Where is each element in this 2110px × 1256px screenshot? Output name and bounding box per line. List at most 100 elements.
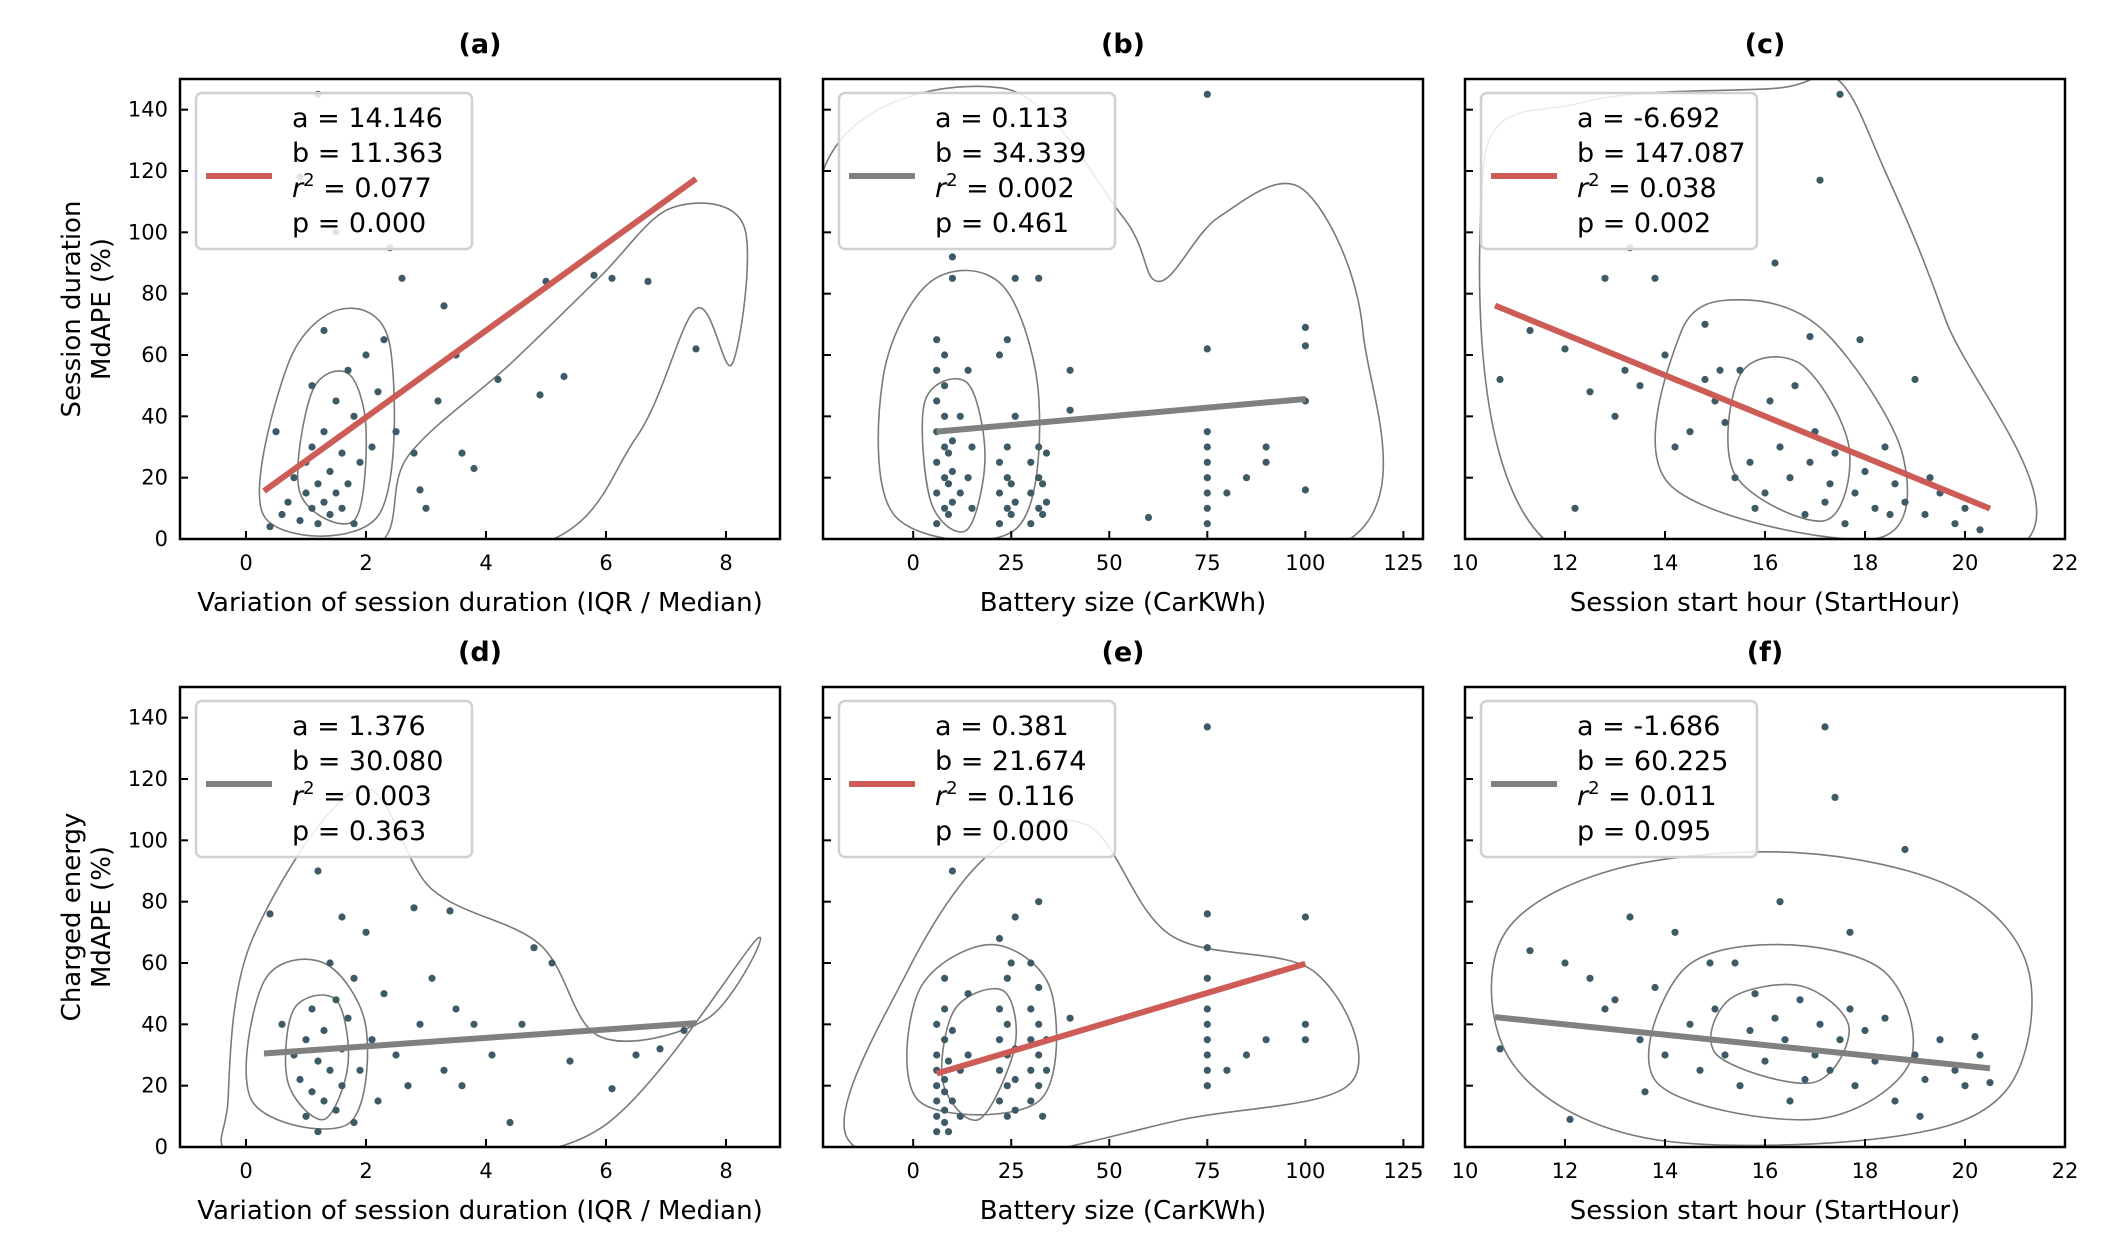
data-point: [995, 1036, 1004, 1044]
data-point: [941, 1036, 949, 1044]
data-point: [1027, 1066, 1035, 1074]
legend-p-value: p = 0.000: [292, 208, 426, 239]
x-tick-label: 100: [1285, 1159, 1325, 1183]
data-point: [1003, 474, 1011, 482]
x-axis-label: Session start hour (StartHour): [1570, 588, 1961, 618]
data-point: [1035, 474, 1043, 482]
data-point: [1042, 498, 1051, 506]
regression-line: [1493, 302, 1992, 512]
data-point: [1203, 1036, 1211, 1044]
data-point: [608, 274, 616, 282]
legend-box: [837, 91, 1117, 251]
contour-line: [382, 202, 749, 539]
data-point: [1039, 480, 1047, 488]
data-point: [933, 520, 941, 528]
data-point: [314, 520, 322, 528]
x-tick-label: 100: [1285, 551, 1325, 575]
data-point: [1861, 467, 1869, 476]
contour-line: [843, 819, 1360, 1147]
panel-e: (e) 0 25 50 75 100 125 Battery size (CarKWh) a =…: [821, 637, 1425, 1226]
data-point: [590, 271, 598, 279]
data-point: [1686, 1020, 1694, 1028]
regression-line: [262, 176, 698, 494]
data-point: [1751, 990, 1759, 998]
data-point: [332, 489, 340, 497]
data-point: [1027, 1097, 1035, 1105]
data-point: [1611, 996, 1619, 1004]
data-point: [1039, 510, 1047, 519]
regression-line: [1494, 1014, 1991, 1072]
data-point: [1027, 458, 1035, 466]
legend-intercept: b = 30.080: [292, 746, 443, 777]
data-point: [422, 504, 430, 512]
data-point: [338, 1082, 346, 1090]
x-tick-label: 2: [359, 1159, 372, 1183]
panel-c: (c) 10 12 14 16 18 20 22 Session start hour (Sta…: [1452, 29, 2079, 618]
data-point: [1203, 1020, 1211, 1028]
data-point: [1203, 974, 1211, 982]
panel-title: (d): [458, 637, 502, 668]
data-point: [1891, 480, 1899, 488]
data-point: [1203, 910, 1211, 918]
data-point: [995, 351, 1004, 359]
data-point: [1731, 959, 1739, 967]
data-point: [320, 1026, 328, 1035]
data-point: [1911, 375, 1919, 384]
data-point: [1961, 1082, 1969, 1090]
x-tick-label: 22: [2052, 1159, 2079, 1183]
y-tick-label: 20: [141, 466, 168, 490]
x-tick-label: 8: [719, 1159, 732, 1183]
y-tick-label: 80: [141, 282, 168, 306]
data-point: [1761, 489, 1769, 497]
data-point: [320, 428, 328, 436]
axes-frame: [821, 685, 1425, 1149]
data-point: [1203, 90, 1211, 98]
data-point: [338, 449, 346, 457]
data-point: [964, 366, 972, 374]
data-point: [941, 1075, 949, 1084]
x-tick-label: 10: [1452, 1159, 1479, 1183]
data-point: [392, 1051, 400, 1059]
data-point: [1781, 1036, 1789, 1044]
data-point: [956, 1112, 964, 1120]
data-point: [948, 1097, 956, 1105]
data-point: [1003, 504, 1011, 512]
y-tick-label: 0: [155, 1135, 168, 1159]
data-point: [296, 1075, 304, 1084]
data-point: [320, 1097, 328, 1105]
data-point: [933, 458, 941, 466]
data-point: [1986, 1079, 1994, 1087]
data-point: [1011, 274, 1019, 282]
data-point: [362, 928, 370, 936]
data-point: [1027, 520, 1035, 528]
y-tick-label: 40: [141, 404, 168, 428]
data-point: [1203, 944, 1211, 952]
data-point: [948, 253, 956, 261]
data-point: [470, 1020, 478, 1028]
legend-r-squared: r2 = 0.011: [1577, 778, 1717, 812]
data-point: [404, 1082, 412, 1090]
data-point: [356, 458, 364, 466]
contour-line: [245, 958, 369, 1130]
x-tick-label: 6: [599, 551, 612, 575]
data-point: [380, 336, 388, 344]
legend-intercept: b = 34.339: [935, 138, 1086, 169]
data-point: [350, 412, 358, 420]
y-tick-label: 60: [141, 343, 168, 367]
data-point: [1796, 996, 1804, 1004]
data-point: [1701, 375, 1709, 384]
panel-title: (f): [1747, 637, 1783, 668]
data-point: [1761, 1057, 1769, 1065]
data-point: [1301, 342, 1309, 350]
data-point: [995, 1005, 1004, 1013]
data-point: [1042, 449, 1051, 457]
legend-box: [837, 699, 1117, 859]
y-tick-label: 60: [141, 951, 168, 975]
data-point: [266, 910, 274, 918]
x-tick-label: 16: [1752, 1159, 1779, 1183]
data-point: [1566, 1115, 1574, 1123]
data-point: [1003, 1020, 1011, 1028]
